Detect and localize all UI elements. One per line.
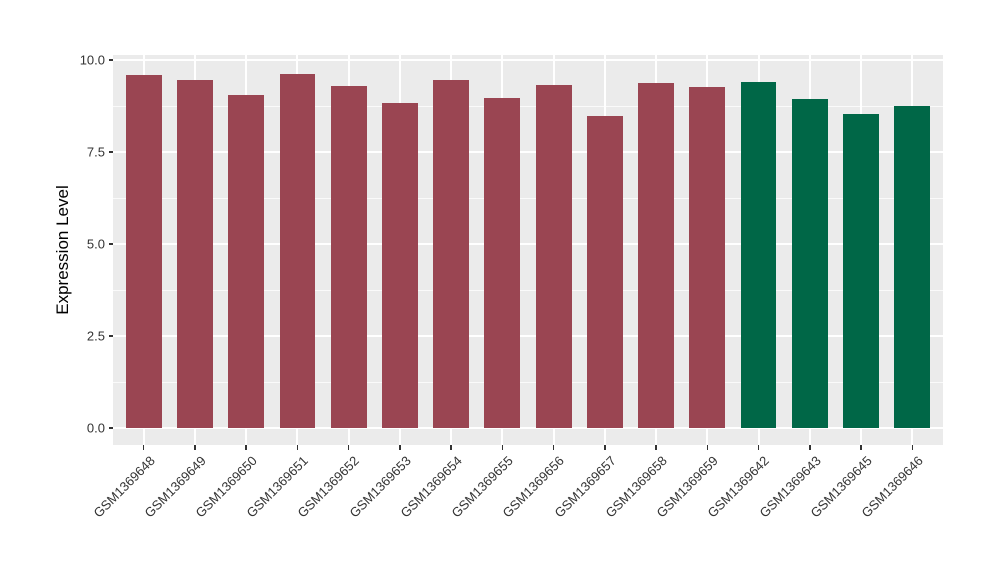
x-tick: [655, 445, 657, 450]
bar-GSM1369645: [843, 114, 879, 428]
bar-GSM1369656: [535, 85, 572, 428]
plot-panel: [113, 55, 943, 445]
y-tick: [109, 427, 113, 429]
bar-GSM1369651: [279, 74, 316, 428]
y-tick: [109, 151, 113, 153]
gridline-minor: [113, 381, 943, 383]
y-tick-label: 0.0: [86, 420, 105, 436]
bar-GSM1369659: [689, 86, 726, 428]
gridline-major: [113, 335, 943, 337]
bar-GSM1369652: [330, 86, 367, 428]
y-tick: [109, 59, 113, 61]
bar-GSM1369650: [228, 94, 265, 428]
x-tick: [450, 445, 452, 450]
gridline-minor: [113, 289, 943, 291]
y-tick-label: 7.5: [86, 144, 105, 160]
gridline-minor: [113, 105, 943, 107]
x-tick: [860, 445, 862, 450]
y-tick-label: 2.5: [86, 328, 105, 344]
y-tick: [109, 243, 113, 245]
bar-GSM1369655: [484, 97, 521, 428]
x-tick: [809, 445, 811, 450]
x-tick: [347, 445, 350, 450]
x-tick: [911, 445, 913, 450]
bar-GSM1369657: [586, 116, 623, 428]
bar-GSM1369648: [125, 75, 162, 428]
gridline-major: [113, 427, 943, 429]
bar-GSM1369649: [177, 80, 213, 428]
x-tick: [706, 445, 709, 450]
bar-GSM1369642: [740, 82, 777, 428]
gridline-major: [113, 243, 943, 245]
gridline-major: [113, 59, 943, 61]
y-tick-label: 10.0: [79, 52, 105, 68]
bar-GSM1369653: [381, 103, 418, 428]
x-tick: [604, 445, 606, 450]
bar-GSM1369646: [894, 106, 931, 428]
x-tick: [552, 445, 555, 450]
y-tick: [109, 335, 113, 337]
x-tick: [501, 445, 504, 450]
bar-GSM1369643: [791, 98, 828, 428]
gridline-minor: [113, 197, 943, 199]
gridline-major: [113, 151, 943, 153]
x-tick: [194, 445, 196, 450]
x-tick: [296, 445, 299, 450]
bar-GSM1369658: [638, 83, 674, 428]
x-tick: [399, 445, 401, 450]
x-tick: [757, 445, 760, 450]
x-tick: [142, 445, 145, 450]
y-tick-label: 5.0: [86, 236, 105, 252]
bar-GSM1369654: [433, 79, 470, 428]
x-tick: [245, 445, 247, 450]
